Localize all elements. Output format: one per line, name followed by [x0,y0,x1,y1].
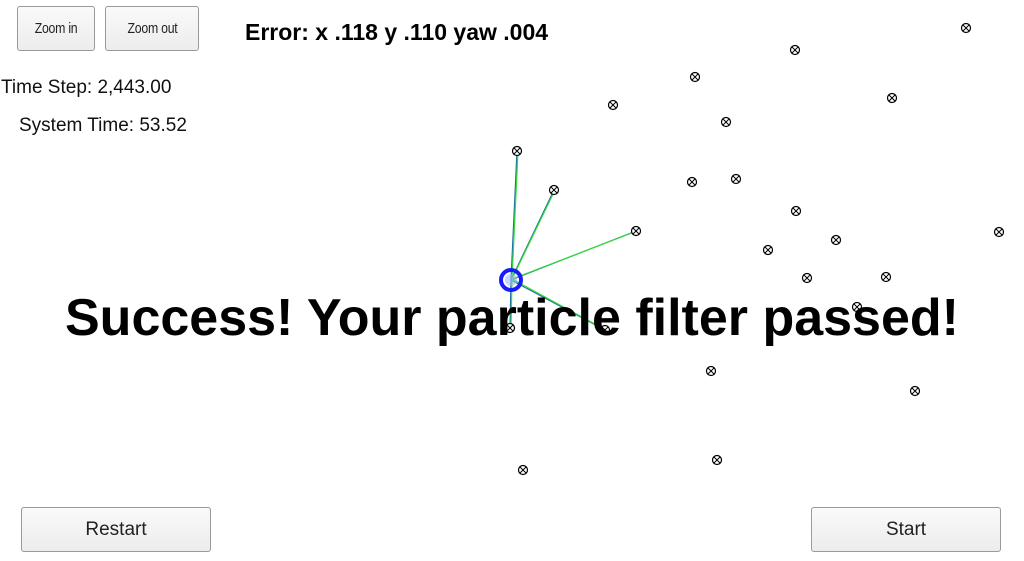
landmark-marker [993,226,1005,238]
landmark-marker [801,272,813,284]
landmark-marker [720,116,732,128]
system-time-readout: System Time: 53.52 [19,115,187,136]
landmark-marker [689,71,701,83]
landmark-marker [789,44,801,56]
success-message: Success! Your particle filter passed! [65,289,959,347]
ground-truth-line [510,150,518,281]
landmark-marker [517,464,529,476]
landmark-marker [511,145,523,157]
restart-label: Restart [85,518,147,540]
restart-button[interactable]: Restart [21,507,211,552]
observation-line [511,278,607,331]
landmark-marker [548,184,560,196]
observation-line [510,278,513,329]
observation-lines [509,150,638,331]
landmark-marker [711,454,723,466]
time-step-readout: Time Step: 2,443.00 [1,77,172,98]
observation-line [511,150,519,280]
landmark-marker [730,173,742,185]
landmark-marker [504,322,516,334]
observation-line [511,189,556,280]
error-readout: Error: x .118 y .110 yaw .004 [245,19,549,45]
landmarks [504,22,1005,476]
zoom-out-label: Zoom out [127,20,177,37]
vehicle-marker [499,268,523,292]
landmark-marker [880,271,892,283]
start-label: Start [885,518,927,540]
zoom-out-button[interactable]: Zoom out [105,6,199,51]
landmark-marker [686,176,698,188]
landmark-marker [960,22,972,34]
start-button[interactable]: Start [811,507,1001,552]
landmark-marker [630,225,642,237]
zoom-in-button[interactable]: Zoom in [17,6,95,51]
landmark-marker [599,324,611,336]
landmark-marker [830,234,842,246]
landmark-marker [909,385,921,397]
landmark-marker [762,244,774,256]
landmark-marker [607,99,619,111]
ground-truth-line [510,279,606,331]
landmark-marker [886,92,898,104]
observation-line [511,230,638,280]
landmark-marker [705,365,717,377]
landmark-marker [790,205,802,217]
landmark-marker [851,301,863,313]
zoom-in-label: Zoom in [34,20,78,37]
